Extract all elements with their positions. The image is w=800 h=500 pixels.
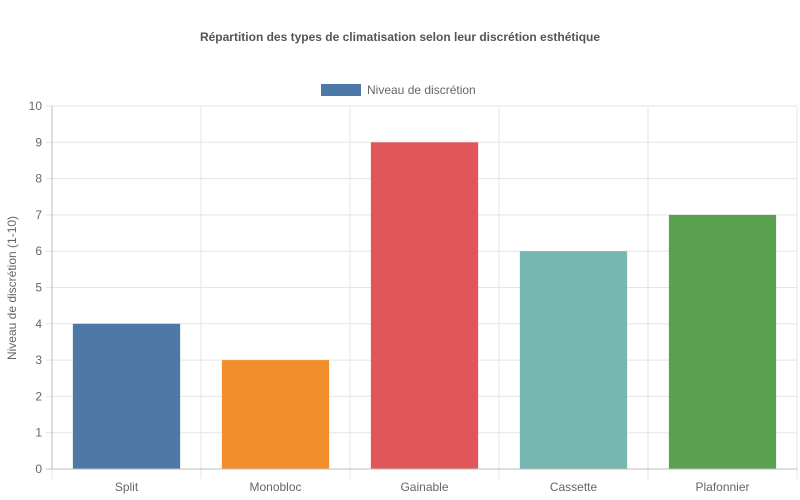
y-tick-label: 7 [35, 208, 42, 222]
y-tick-labels: 0 1 2 3 4 5 6 7 8 9 10 [29, 99, 43, 476]
y-axis-title: Niveau de discrétion (1-10) [5, 216, 19, 360]
x-tick-label: Split [115, 480, 139, 494]
y-tick-label: 8 [35, 172, 42, 186]
x-tick-label: Monobloc [249, 480, 301, 494]
x-tick-label: Cassette [550, 480, 598, 494]
bar-plafonnier[interactable] [668, 214, 777, 469]
legend-swatch [321, 84, 361, 96]
y-tick-label: 5 [35, 281, 42, 295]
x-tick-label: Plafonnier [695, 480, 749, 494]
y-tick-label: 3 [35, 353, 42, 367]
y-tick-label: 10 [29, 99, 43, 113]
y-tick-label: 6 [35, 244, 42, 258]
bar-split[interactable] [72, 323, 181, 469]
legend-label: Niveau de discrétion [367, 83, 476, 97]
x-tick-labels: Split Monobloc Gainable Cassette Plafonnier [115, 480, 750, 494]
legend[interactable]: Niveau de discrétion [321, 83, 476, 97]
y-tick-label: 1 [35, 426, 42, 440]
y-tick-label: 0 [35, 462, 42, 476]
bar-monobloc[interactable] [221, 360, 330, 469]
bars [72, 142, 777, 470]
bar-cassette[interactable] [519, 251, 628, 469]
y-tick-label: 9 [35, 135, 42, 149]
axes [46, 105, 797, 470]
y-tick-label: 4 [35, 317, 42, 331]
bar-gainable[interactable] [370, 142, 479, 470]
x-tick-label: Gainable [400, 480, 448, 494]
y-tick-label: 2 [35, 389, 42, 403]
chart-title: Répartition des types de climatisation s… [200, 30, 600, 44]
